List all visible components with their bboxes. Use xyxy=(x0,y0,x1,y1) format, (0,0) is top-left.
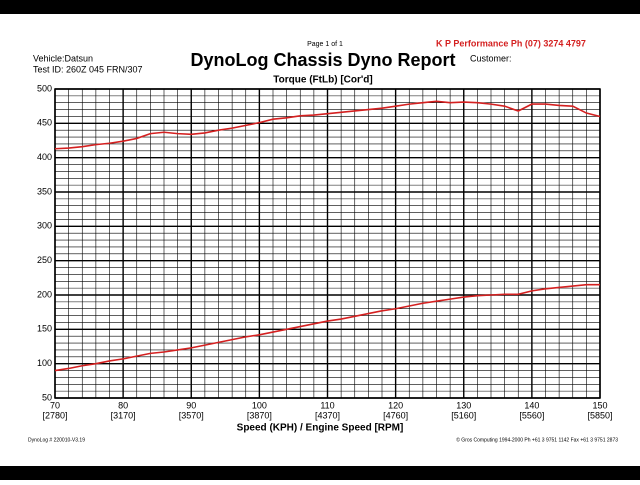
y-tick-label: 300 xyxy=(37,221,52,231)
page-label: Page 1 of 1 xyxy=(307,41,343,48)
test-id: Test ID: 260Z 045 FRN/307 xyxy=(33,64,143,74)
vehicle: Vehicle:Datsun xyxy=(33,53,93,63)
x-tick-label: 140 xyxy=(524,400,539,410)
x-tick-rpm-label: [5850] xyxy=(587,410,612,420)
x-tick-rpm-label: [4760] xyxy=(383,410,408,420)
y-tick-label: 250 xyxy=(37,255,52,265)
y-tick-label: 450 xyxy=(37,118,52,128)
x-tick-rpm-label: [2780] xyxy=(42,410,67,420)
bottom-bar xyxy=(0,466,640,480)
x-axis-label: Speed (KPH) / Engine Speed [RPM] xyxy=(237,423,404,434)
footer-right: © Gros Computing 1994-2000 Ph +61 3 9751… xyxy=(456,436,618,443)
y-tick-label: 50 xyxy=(42,392,52,402)
x-tick-label: 70 xyxy=(50,400,60,410)
x-tick-label: 100 xyxy=(252,400,267,410)
top-bar xyxy=(0,0,640,14)
x-tick-rpm-label: [5560] xyxy=(519,410,544,420)
y-tick-label: 200 xyxy=(37,289,52,299)
y-tick-label: 400 xyxy=(37,152,52,162)
y-tick-label: 500 xyxy=(37,83,52,93)
x-tick-rpm-label: [3870] xyxy=(247,410,272,420)
chart-title: DynoLog Chassis Dyno Report xyxy=(190,50,455,70)
data-line xyxy=(54,283,600,372)
y-tick-label: 150 xyxy=(37,324,52,334)
x-tick-label: 120 xyxy=(388,400,403,410)
data-line xyxy=(54,100,601,150)
x-tick-rpm-label: [4370] xyxy=(315,410,340,420)
x-tick-label: 150 xyxy=(592,400,607,410)
x-tick-label: 90 xyxy=(186,400,196,410)
x-tick-rpm-label: [3170] xyxy=(111,410,136,420)
x-tick-label: 130 xyxy=(456,400,471,410)
y-tick-label: 100 xyxy=(37,358,52,368)
x-tick-label: 80 xyxy=(118,400,128,410)
x-tick-label: 110 xyxy=(320,400,334,410)
x-tick-rpm-label: [5160] xyxy=(451,410,476,420)
plot-frame xyxy=(54,88,601,399)
footer-left: DynoLog # 220010-V3.19 xyxy=(28,437,85,443)
company: K P Performance Ph (07) 3274 4797 xyxy=(436,38,586,48)
subtitle: Torque (FtLb) [Cor'd] xyxy=(273,75,372,86)
x-tick-rpm-label: [3570] xyxy=(179,410,204,420)
customer: Customer: xyxy=(470,53,512,63)
y-tick-label: 350 xyxy=(37,186,52,196)
